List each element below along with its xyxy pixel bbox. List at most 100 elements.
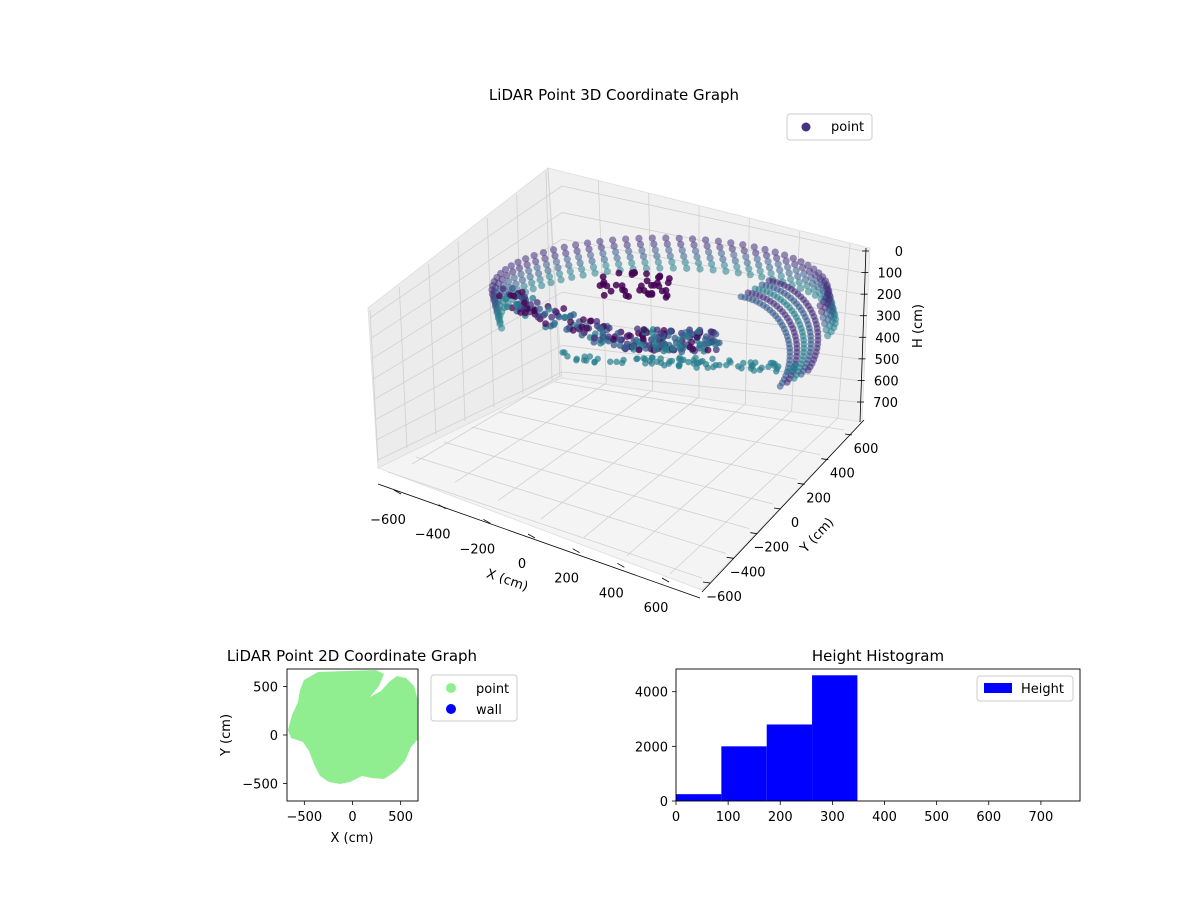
plot3d-cloud-point: [643, 270, 650, 278]
plot3d-cloud-point: [708, 260, 716, 268]
plot3d-cloud-point: [706, 254, 714, 262]
plot3d-cloud-point: [669, 264, 677, 272]
plot3d-cloud-point: [798, 264, 807, 272]
plot3d-cloud-point: [738, 365, 745, 372]
plot3d-cloud-point: [579, 271, 587, 279]
plot3d-y-gridline-back: [428, 263, 437, 435]
plot3d-cloud-point: [561, 313, 569, 321]
plot3d-cloud-point: [746, 271, 754, 279]
plot3d-cloud-point: [747, 359, 754, 366]
plot3d-cloud-point: [784, 263, 792, 271]
plot3d-cloud-point: [740, 359, 747, 367]
histogram: Height Histogram 0 100 200 300 400 500 600 7000…: [635, 647, 1081, 825]
plot3d: LiDAR Point 3D Coordinate Graph −600 −400…: [367, 86, 926, 616]
plot3d-y-gridline-back: [457, 240, 466, 422]
plot3d-cloud-point: [669, 344, 677, 352]
plot3d-cloud-point: [639, 252, 648, 261]
plot3d-cloud-point: [621, 344, 629, 351]
plot3d-cloud-point: [821, 320, 829, 328]
plot3d-cloud-point: [515, 264, 524, 272]
plot3d-cloud-point: [794, 272, 802, 280]
plot2d-y-tick-label: −500: [242, 778, 278, 793]
plot3d-cloud-point: [536, 305, 543, 313]
plot2d-y-tick-label: 500: [253, 680, 278, 695]
plot3d-y-gridline: [443, 441, 750, 530]
plot3d-y-tick-label: −400: [730, 565, 766, 580]
plot3d-cloud-point: [685, 358, 692, 366]
plot3d-cloud-point: [693, 333, 701, 341]
plot3d-cloud-point: [614, 329, 622, 337]
plot2d-y-tick-label: 0: [270, 729, 278, 744]
plot3d-cloud-point: [499, 285, 507, 293]
plot3d-cloud-point: [679, 331, 687, 339]
histogram-axes-frame: [675, 668, 1081, 802]
plot3d-cloud-point: [765, 263, 774, 272]
plot3d-cloud-point: [626, 253, 634, 261]
plot3d-point-cloud: [488, 234, 840, 390]
plot3d-cloud-point: [538, 281, 546, 290]
plot3d-cloud-point: [560, 243, 568, 251]
plot3d-cloud-point: [641, 258, 649, 267]
plot3d-cloud-point: [509, 268, 517, 276]
plot3d-z-tick-label: 500: [875, 353, 900, 368]
plot3d-cloud-point: [599, 273, 607, 281]
plot3d-cloud-point: [810, 265, 818, 273]
plot3d-cloud-point: [600, 255, 608, 264]
plot3d-cloud-point: [783, 378, 791, 386]
plot3d-cloud-point: [526, 273, 534, 281]
plot3d-cloud-point: [818, 308, 826, 316]
plot3d-cloud-point: [534, 313, 542, 321]
plot3d-x-tick-mark: [661, 577, 670, 583]
histogram-legend-label: Height: [1021, 682, 1064, 697]
plot3d-y-tick-label: −200: [753, 541, 789, 556]
plot3d-cloud-point: [638, 246, 646, 255]
plot3d-cloud-point: [708, 328, 715, 336]
plot3d-cloud-point: [651, 246, 659, 254]
plot3d-cloud-point: [549, 246, 558, 254]
plot3d-cloud-point: [618, 359, 626, 367]
plot3d-cloud-point: [696, 265, 704, 273]
plot3d-cloud-point: [545, 305, 553, 313]
plot3d-cloud-point: [652, 341, 659, 349]
plot3d-cloud-point: [520, 282, 528, 290]
plot2d-ylabel: Y (cm): [219, 714, 234, 757]
plot3d-cloud-point: [789, 254, 797, 262]
plot3d-cloud-point: [643, 277, 651, 285]
plot3d-z-tick-label: 300: [876, 310, 901, 325]
histogram-bar: [676, 794, 722, 801]
plot3d-cloud-point: [688, 235, 697, 243]
plot3d-cloud-point: [544, 266, 552, 275]
plot3d-cloud-point: [551, 252, 559, 260]
plot3d-cloud-point: [695, 328, 703, 335]
plot3d-cloud-point: [657, 355, 664, 362]
plot3d-cloud-point: [525, 267, 533, 275]
plot3d-cloud-point: [767, 359, 775, 367]
plot3d-z-tick-label: 600: [874, 374, 899, 389]
plot3d-cloud-point: [536, 275, 544, 284]
plot3d-title: LiDAR Point 3D Coordinate Graph: [489, 86, 739, 104]
plot3d-cloud-point: [781, 251, 789, 259]
plot3d-cloud-point: [722, 267, 730, 275]
plot3d-cloud-point: [654, 258, 662, 266]
histogram-x-tick-label: 700: [1028, 810, 1053, 825]
plot3d-cloud-point: [528, 279, 536, 287]
plot3d-cloud-point: [578, 265, 586, 273]
plot3d-cloud-point: [613, 358, 620, 366]
plot3d-cloud-point: [648, 291, 656, 298]
plot3d-cloud-point: [728, 245, 736, 253]
plot3d-cloud-point: [566, 267, 574, 275]
plot3d-cloud-point: [801, 276, 810, 284]
plot3d-x-tick-mark: [527, 533, 536, 539]
histogram-y-tick-label: 4000: [635, 686, 668, 701]
histogram-x-tick-label: 100: [716, 810, 741, 825]
plot3d-cloud-point: [655, 282, 663, 290]
plot3d-cloud-point: [719, 255, 727, 263]
plot3d-cloud-point: [785, 269, 793, 277]
histogram-legend-box: [976, 675, 1074, 702]
histogram-bar: [766, 724, 813, 801]
plot3d-cloud-point: [804, 366, 812, 374]
plot3d-cloud-point: [557, 276, 565, 284]
histogram-bars: [676, 675, 858, 801]
plot3d-cloud-point: [580, 356, 588, 364]
plot3d-cloud-point: [542, 260, 551, 269]
